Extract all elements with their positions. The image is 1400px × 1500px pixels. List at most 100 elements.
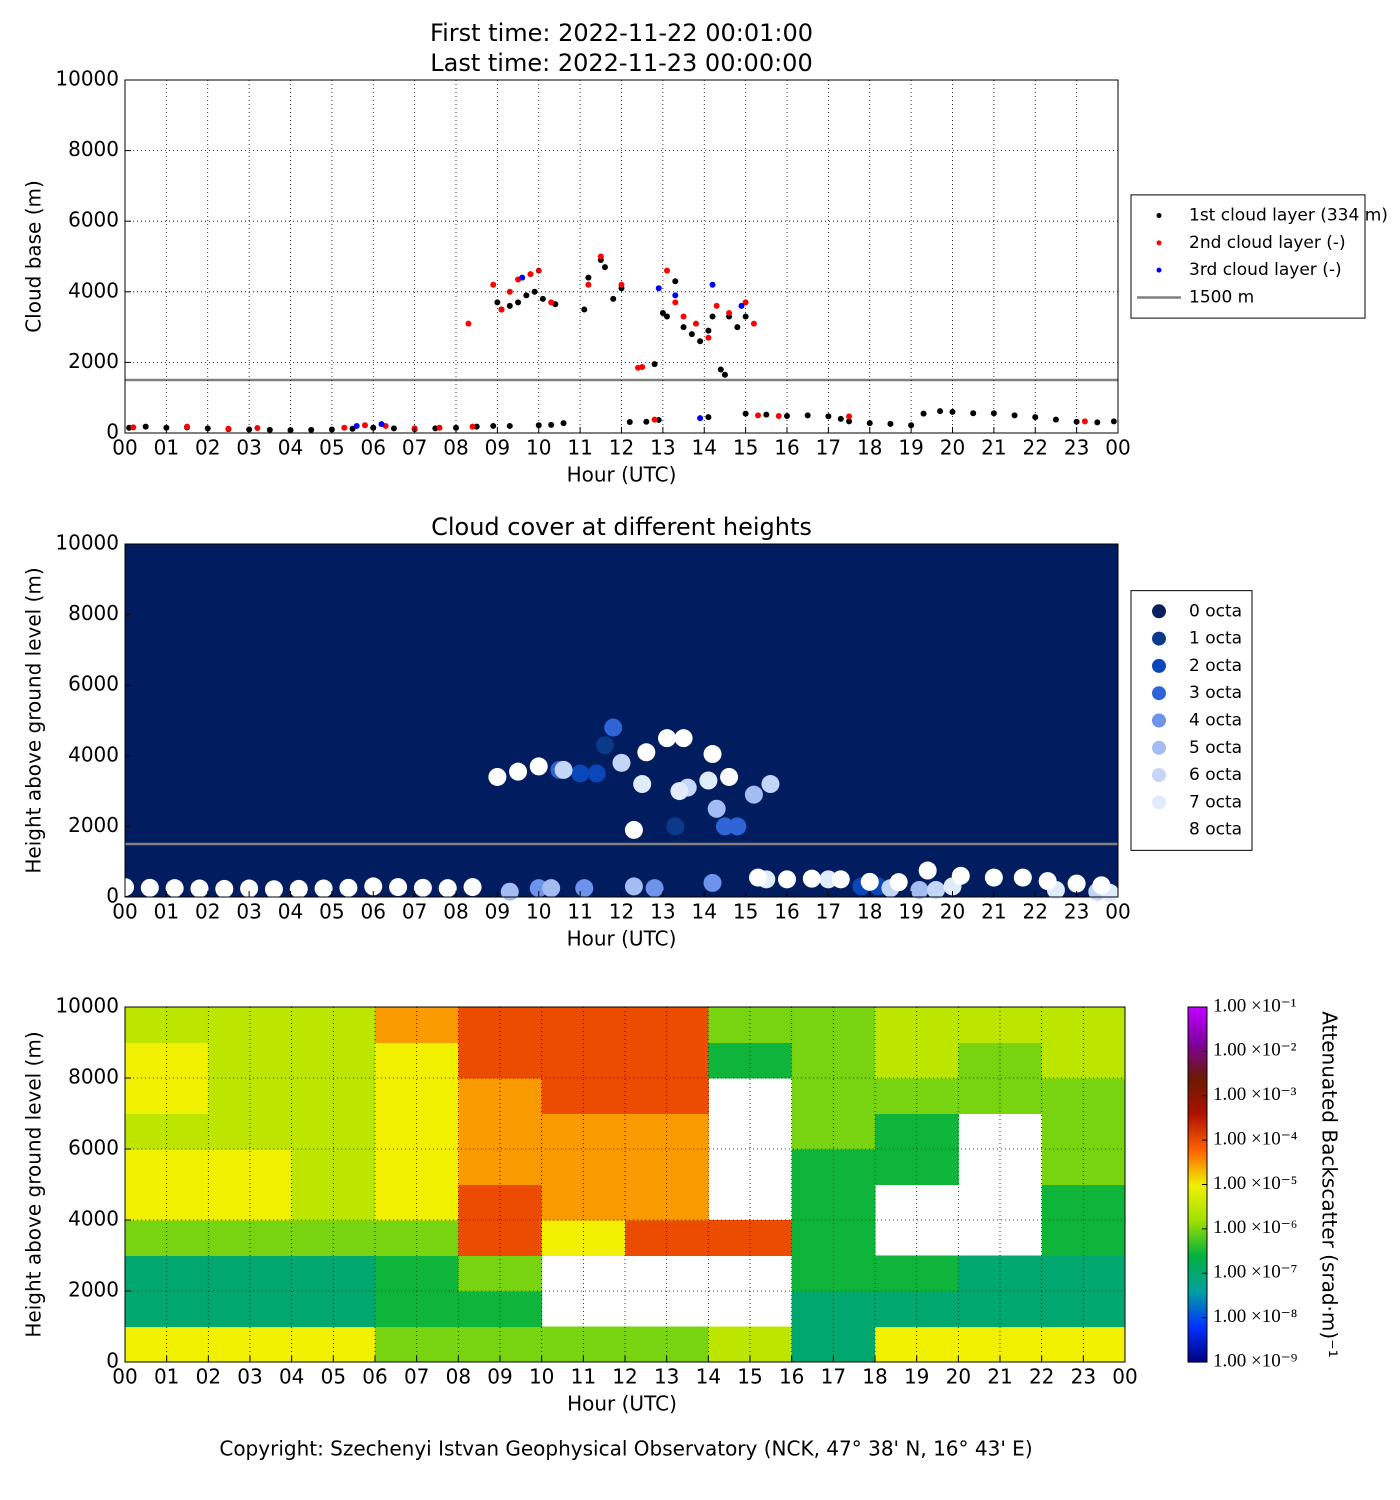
data-point xyxy=(554,760,573,779)
data-point xyxy=(1032,414,1039,421)
colorbar-segment xyxy=(1188,1310,1207,1314)
data-point xyxy=(775,413,782,420)
colorbar-segment xyxy=(1188,1166,1207,1170)
heatmap-cell xyxy=(375,1291,459,1327)
x-tick-label: 19 xyxy=(898,900,923,924)
data-point xyxy=(515,299,522,306)
colorbar-segment xyxy=(1188,1235,1207,1239)
data-point xyxy=(720,767,739,786)
heatmap-cell xyxy=(125,1042,209,1079)
data-point xyxy=(761,775,780,794)
colorbar-segment xyxy=(1188,1337,1207,1341)
legend-swatch xyxy=(1152,795,1166,810)
data-point xyxy=(866,420,873,427)
colorbar-segment xyxy=(1188,1084,1207,1088)
colorbar-segment xyxy=(1188,1177,1207,1181)
x-tick-label: 08 xyxy=(443,900,468,924)
heatmap-cell xyxy=(208,1220,293,1256)
x-tick-label: 01 xyxy=(154,436,179,460)
colorbar-segment xyxy=(1188,1149,1207,1152)
data-point xyxy=(531,288,538,295)
data-point xyxy=(734,324,741,331)
colorbar-segment xyxy=(1188,1171,1207,1175)
data-point xyxy=(920,410,927,417)
legend-swatch xyxy=(1156,240,1162,246)
data-point xyxy=(509,762,528,781)
data-point xyxy=(490,422,497,429)
legend-label: 0 octa xyxy=(1189,601,1242,621)
data-point xyxy=(314,879,333,898)
data-point xyxy=(575,879,594,898)
x-tick-label: 14 xyxy=(692,436,717,460)
colorbar-segment xyxy=(1188,1078,1207,1081)
data-point xyxy=(413,878,432,897)
colorbar-segment xyxy=(1188,1097,1207,1101)
colorbar-segment xyxy=(1188,1339,1207,1343)
colorbar-segment xyxy=(1188,1120,1207,1123)
x-tick-label: 21 xyxy=(981,436,1006,460)
colorbar-segment xyxy=(1188,1151,1207,1155)
colorbar-segment xyxy=(1188,1248,1207,1252)
colorbar-segment xyxy=(1188,1140,1207,1143)
data-point xyxy=(721,371,728,378)
data-point xyxy=(624,820,643,839)
data-point xyxy=(506,302,513,309)
x-tick-label: 08 xyxy=(446,1365,471,1389)
y-axis-label: Height above ground level (m) xyxy=(22,567,46,873)
colorbar-segment xyxy=(1188,1013,1207,1017)
x-tick-label: 12 xyxy=(609,900,634,924)
y-tick-label: 8000 xyxy=(68,1065,119,1089)
colorbar-segment xyxy=(1188,1106,1207,1110)
colorbar-segment xyxy=(1188,1188,1207,1192)
colorbar-segment xyxy=(1188,1184,1207,1188)
colorbar-segment xyxy=(1188,1322,1207,1325)
data-point xyxy=(697,415,704,422)
heatmap-cell xyxy=(708,1042,793,1079)
colorbar-segment xyxy=(1188,1069,1207,1072)
colorbar-segment xyxy=(1188,1040,1207,1044)
data-point xyxy=(707,799,726,818)
x-tick-label: 08 xyxy=(443,436,468,460)
x-tick-label: 13 xyxy=(650,436,675,460)
data-point xyxy=(240,879,259,898)
chart-title: First time: 2022-11-22 00:01:00 xyxy=(430,19,813,47)
heatmap-cell xyxy=(875,1007,959,1043)
heatmap-cell xyxy=(125,1184,209,1221)
data-point xyxy=(585,281,592,288)
colorbar-segment xyxy=(1188,1208,1207,1212)
colorbar-segment xyxy=(1188,1071,1207,1075)
data-point xyxy=(601,264,608,271)
x-tick-label: 13 xyxy=(654,1365,679,1389)
x-tick-label: 00 xyxy=(112,900,137,924)
colorbar-segment xyxy=(1188,1173,1207,1177)
colorbar-segment xyxy=(1188,1195,1207,1199)
data-point xyxy=(488,767,507,786)
colorbar-segment xyxy=(1188,1295,1207,1299)
data-point xyxy=(664,313,671,320)
data-point xyxy=(184,423,191,430)
data-point xyxy=(548,299,555,306)
colorbar-segment xyxy=(1188,1162,1207,1166)
y-tick-label: 2000 xyxy=(68,1278,119,1302)
data-point xyxy=(529,879,548,898)
colorbar-segment xyxy=(1188,1324,1207,1328)
colorbar-segment xyxy=(1188,1175,1207,1179)
data-point xyxy=(717,366,724,373)
data-point xyxy=(529,757,548,776)
colorbar-segment xyxy=(1188,1035,1207,1039)
heatmap-cell xyxy=(625,1042,709,1079)
colorbar-segment xyxy=(1188,1095,1207,1099)
data-point xyxy=(846,418,853,425)
heatmap-cell xyxy=(708,1007,793,1043)
colorbar-segment xyxy=(1188,1326,1207,1330)
heatmap-cell xyxy=(458,1184,543,1221)
legend-label: 7 octa xyxy=(1189,792,1242,812)
legend-label: 1 octa xyxy=(1189,629,1242,649)
x-axis-label: Hour (UTC) xyxy=(567,1392,677,1416)
x-tick-label: 23 xyxy=(1064,436,1089,460)
colorbar-segment xyxy=(1188,1231,1207,1234)
colorbar-segment xyxy=(1188,1315,1207,1319)
x-tick-label: 07 xyxy=(404,1365,429,1389)
colorbar-segment xyxy=(1188,1111,1207,1115)
legend-label: 2nd cloud layer (-) xyxy=(1189,233,1346,253)
